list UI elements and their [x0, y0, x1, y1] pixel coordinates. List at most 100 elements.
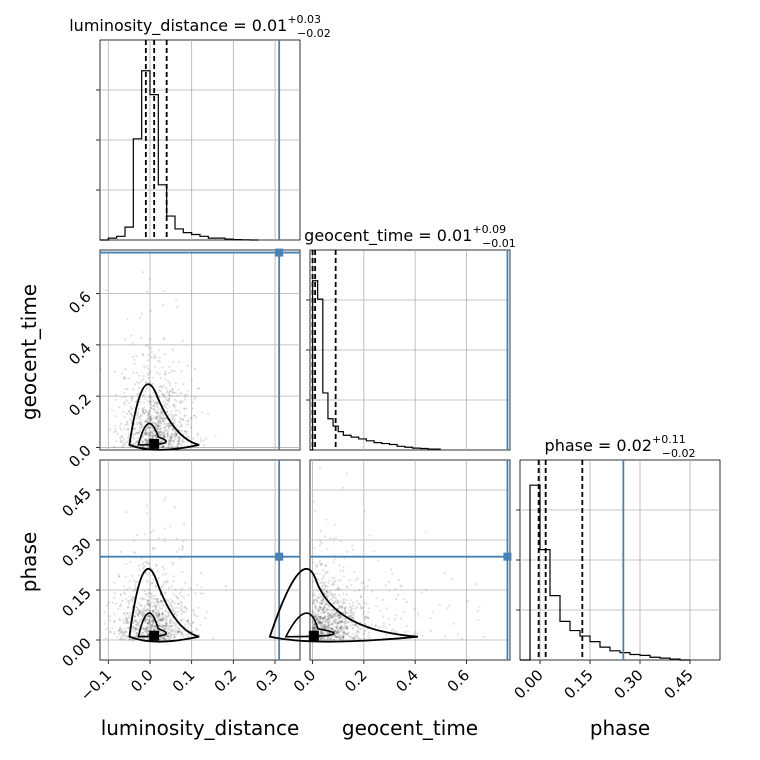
sample-point [136, 371, 139, 374]
sample-point [138, 611, 141, 614]
sample-point [147, 367, 150, 370]
sample-point [320, 606, 323, 610]
sample-point [327, 618, 330, 621]
sample-point [150, 595, 153, 598]
sample-point [339, 635, 342, 638]
sample-point [157, 359, 160, 363]
sample-point [175, 621, 178, 624]
sample-point [323, 586, 326, 590]
xtick-label: 0.30 [610, 666, 646, 702]
sample-point [325, 590, 328, 593]
sample-point [330, 613, 333, 616]
sample-point [150, 421, 153, 424]
sample-point [128, 595, 131, 598]
sample-point [315, 572, 318, 576]
sample-point [147, 373, 150, 376]
sample-point [142, 626, 145, 629]
sample-point [146, 626, 149, 629]
sample-point [158, 618, 161, 622]
sample-point [167, 445, 170, 449]
sample-point [150, 403, 153, 406]
sample-point [329, 614, 333, 617]
sample-point [332, 593, 335, 596]
sample-point [163, 624, 166, 628]
sample-point [147, 609, 150, 612]
sample-point [145, 439, 148, 442]
sample-point [156, 570, 160, 573]
sample-point [141, 410, 145, 413]
sample-point [168, 635, 171, 638]
sample-point [121, 637, 124, 640]
sample-point [180, 443, 183, 446]
sample-point [341, 486, 345, 489]
sample-point [146, 625, 149, 628]
sample-point [113, 596, 116, 600]
sample-point [345, 472, 348, 475]
sample-point [163, 537, 166, 540]
sample-point [323, 592, 326, 595]
sample-point [172, 429, 175, 432]
sample-point [151, 434, 154, 437]
sample-point [167, 413, 170, 416]
sample-point [162, 612, 165, 615]
sample-point [135, 534, 138, 537]
sample-point [336, 625, 339, 628]
sample-point [338, 626, 341, 630]
sample-point [337, 617, 340, 620]
sample-point [136, 414, 139, 417]
sample-point [146, 445, 149, 448]
sample-point [360, 595, 363, 598]
sample-point [350, 605, 353, 609]
sample-point [333, 630, 336, 633]
sample-point [131, 600, 134, 603]
sample-point [160, 614, 164, 618]
sample-point [314, 510, 317, 513]
sample-point [173, 506, 176, 509]
sample-point [113, 630, 116, 634]
sample-point [152, 528, 155, 532]
sample-point [126, 635, 129, 638]
sample-point [159, 430, 162, 433]
sample-point [122, 633, 125, 636]
sample-point [177, 440, 180, 443]
sample-point [150, 347, 153, 350]
sample-point [144, 390, 147, 393]
sample-point [329, 637, 332, 640]
sample-point [141, 352, 144, 355]
sample-point [363, 616, 366, 619]
sample-point [224, 585, 227, 588]
sample-point [348, 635, 351, 639]
sample-point [176, 436, 180, 439]
sample-point [324, 585, 327, 588]
sample-point [346, 632, 349, 636]
sample-point [177, 439, 180, 442]
sample-point [200, 571, 203, 575]
sample-point [168, 425, 171, 428]
sample-point [131, 415, 134, 418]
sample-point [352, 613, 355, 617]
sample-point [147, 633, 150, 637]
sample-point [351, 623, 354, 626]
sample-point [144, 438, 147, 441]
sample-point [178, 436, 181, 439]
sample-point [172, 628, 175, 632]
sample-point [136, 608, 139, 611]
sample-point [145, 627, 148, 630]
sample-point [127, 428, 130, 431]
sample-point [178, 438, 181, 442]
sample-point [164, 627, 167, 630]
sample-point [148, 277, 151, 281]
sample-point [322, 574, 325, 577]
sample-point [152, 626, 155, 629]
sample-point [345, 611, 348, 614]
sample-point [168, 391, 171, 395]
sample-point [339, 614, 342, 617]
sample-point [141, 627, 145, 630]
sample-point [164, 622, 167, 625]
sample-point [334, 633, 337, 636]
sample-point [145, 626, 148, 630]
sample-point [318, 615, 321, 618]
sample-point [165, 424, 169, 428]
sample-point [144, 431, 147, 434]
sample-point [113, 430, 116, 434]
